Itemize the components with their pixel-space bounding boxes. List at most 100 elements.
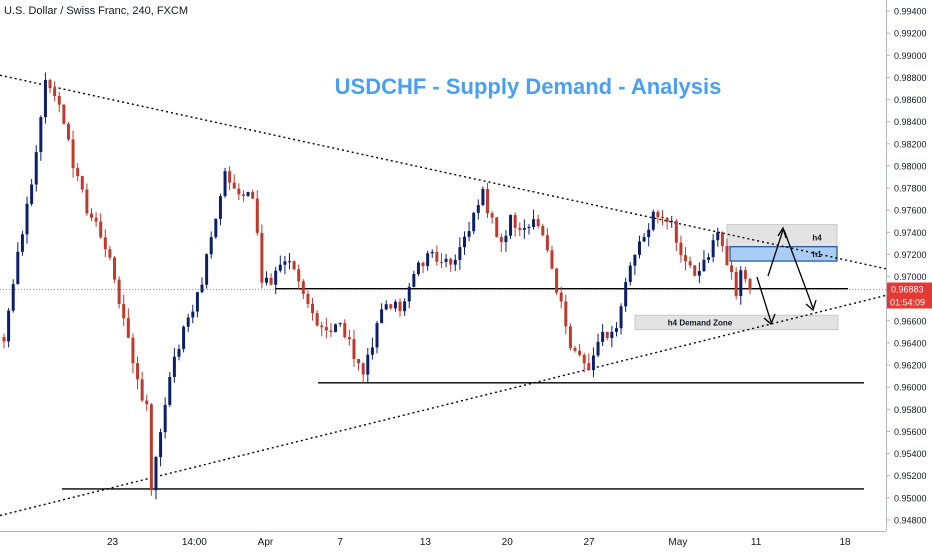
candle-body: [149, 404, 153, 491]
candle-body: [25, 203, 29, 235]
bear-candle: [140, 371, 144, 402]
bear-candle: [241, 190, 245, 202]
candle-body: [66, 123, 70, 140]
candle-body: [716, 232, 720, 241]
bear-candle: [145, 394, 149, 412]
bear-candle: [324, 317, 328, 339]
candle-body: [504, 235, 508, 243]
price-tick-label: 0.99200: [894, 29, 927, 39]
candle-body: [407, 286, 411, 302]
bear-candle: [48, 78, 52, 93]
bull-candle: [172, 347, 176, 383]
bull-candle: [393, 299, 397, 312]
candle-body: [527, 227, 531, 229]
bull-candle: [642, 233, 646, 243]
candle-body: [444, 258, 448, 262]
bear-candle: [389, 303, 393, 310]
symbol-title: U.S. Dollar / Swiss Franc, 240, FXCM: [4, 5, 188, 17]
bear-candle: [352, 329, 356, 367]
time-tick-label: 27: [583, 537, 595, 548]
candle-body: [11, 284, 15, 311]
countdown-tag: [887, 295, 932, 309]
candle-body: [311, 303, 315, 314]
candle-body: [347, 337, 351, 340]
candle-body: [306, 293, 310, 304]
bull-candle: [591, 347, 595, 378]
candle-body: [624, 282, 628, 307]
candle-body: [550, 250, 554, 269]
bear-candle: [57, 91, 61, 113]
candle-body: [532, 219, 536, 228]
bear-candle: [684, 246, 688, 271]
bear-candle: [122, 294, 126, 327]
bear-candle: [421, 261, 425, 274]
time-tick-label: 23: [107, 537, 119, 548]
candle-body: [301, 281, 305, 294]
candle-body: [730, 265, 734, 272]
candle-body: [587, 363, 591, 371]
candle-body: [380, 309, 384, 324]
candle-body: [462, 236, 466, 248]
current-price-label: 0.96883: [891, 285, 924, 295]
price-tick-label: 0.96600: [894, 316, 927, 326]
price-tick-label: 0.99000: [894, 51, 927, 61]
candle-body: [228, 171, 232, 183]
candle-body: [113, 257, 117, 280]
time-tick-label: May: [668, 537, 687, 548]
price-tick-label: 0.95000: [894, 493, 927, 503]
bull-candle: [218, 193, 222, 226]
bear-candle: [587, 353, 591, 371]
bear-candle: [559, 286, 563, 309]
candle-body: [518, 227, 522, 230]
candle-body: [416, 262, 420, 275]
candle-body: [131, 337, 135, 364]
bull-candle: [624, 277, 628, 312]
time-tick-label: 14:00: [182, 537, 207, 548]
candle-body: [679, 242, 683, 256]
bear-candle: [53, 81, 57, 102]
countdown-label: 01:54:09: [890, 298, 925, 308]
price-tick-label: 0.98800: [894, 73, 927, 83]
candle-body: [426, 253, 430, 267]
candle-body: [366, 354, 370, 375]
price-tick-label: 0.96000: [894, 383, 927, 393]
bull-candle: [214, 218, 218, 239]
projection-down-arrowhead: [805, 299, 817, 312]
projection-down-leg: [783, 229, 814, 309]
candle-body: [693, 265, 697, 276]
bear-candle: [108, 245, 112, 261]
candle-body: [357, 358, 361, 364]
bear-candle: [255, 190, 259, 236]
candle-body: [278, 264, 282, 271]
bull-candle: [370, 337, 374, 360]
bull-candle: [264, 271, 268, 286]
bear-candle: [513, 212, 517, 237]
bull-candle: [416, 260, 420, 277]
bull-candle: [610, 325, 614, 348]
bull-candle: [527, 224, 531, 235]
candle-body: [108, 249, 112, 258]
bear-candle: [499, 233, 503, 252]
candle-body: [34, 152, 38, 185]
bull-candle: [509, 214, 513, 239]
bull-candle: [472, 211, 476, 235]
bear-candle: [693, 265, 697, 277]
candle-body: [458, 247, 462, 260]
bull-candle: [177, 344, 181, 361]
candle-body: [697, 271, 701, 276]
bear-candle: [748, 277, 752, 295]
candle-body: [205, 254, 209, 285]
bull-candle: [430, 249, 434, 258]
bear-candle: [720, 231, 724, 252]
candle-body: [628, 265, 632, 283]
candle-body: [739, 270, 743, 297]
bear-candle: [237, 183, 241, 200]
candle-body: [490, 213, 494, 218]
candle-body: [633, 254, 637, 266]
price-tick-label: 0.97000: [894, 272, 927, 282]
bull-candle: [154, 455, 158, 500]
candle-body: [449, 258, 453, 265]
bear-candle: [435, 245, 439, 266]
candle-body: [637, 241, 641, 255]
